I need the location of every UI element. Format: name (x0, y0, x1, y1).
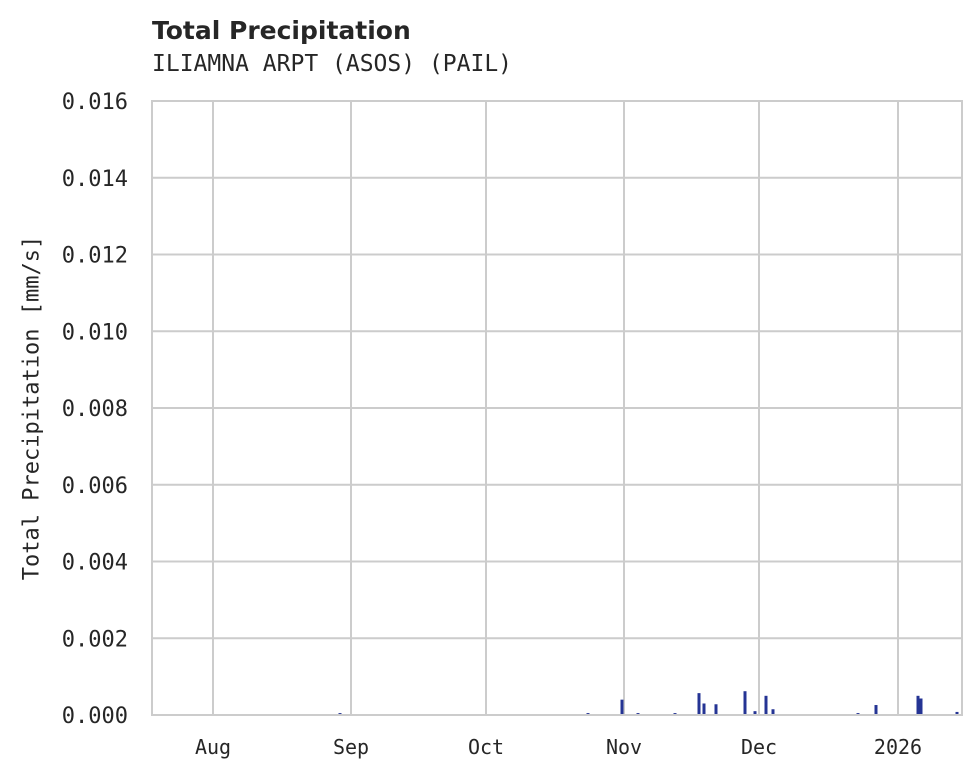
x-tick-label: Aug (195, 735, 231, 759)
y-tick-label: 0.000 (62, 704, 128, 729)
precip-bar (874, 705, 878, 715)
precip-bar (620, 699, 624, 715)
precip-bar (916, 695, 920, 715)
x-tick-labels: Aug Sep Oct Nov Dec 2026 (195, 735, 922, 759)
y-tick-label: 0.008 (62, 397, 128, 422)
x-tick-label: Dec (741, 735, 777, 759)
x-tick-label: Oct (468, 735, 504, 759)
y-tick-label: 0.010 (62, 320, 128, 345)
y-tick-label: 0.014 (62, 167, 128, 192)
precip-bar (919, 698, 923, 715)
y-tick-labels: 0.000 0.002 0.004 0.006 0.008 0.010 0.012 0.014… (62, 90, 128, 729)
y-tick-label: 0.002 (62, 627, 128, 652)
y-tick-label: 0.012 (62, 244, 128, 269)
precipitation-bars (338, 691, 959, 715)
precip-bar (955, 711, 959, 715)
x-tick-label: Sep (333, 735, 369, 759)
precip-bar (753, 711, 757, 715)
precip-bar (702, 703, 706, 715)
precip-bar (714, 704, 718, 715)
chart-title: Total Precipitation (152, 16, 411, 45)
gridlines (152, 100, 962, 716)
precip-bar (697, 693, 701, 715)
precip-bar (771, 709, 775, 715)
x-tick-label: 2026 (874, 735, 922, 759)
precip-bar (764, 695, 768, 715)
precip-bar (743, 691, 747, 715)
y-tick-label: 0.006 (62, 474, 128, 499)
y-tick-label: 0.004 (62, 551, 128, 576)
y-tick-label: 0.016 (62, 90, 128, 115)
x-tick-label: Nov (606, 735, 642, 759)
plot-frame (151, 100, 963, 716)
chart-subtitle: ILIAMNA ARPT (ASOS) (PAIL) (152, 51, 513, 77)
